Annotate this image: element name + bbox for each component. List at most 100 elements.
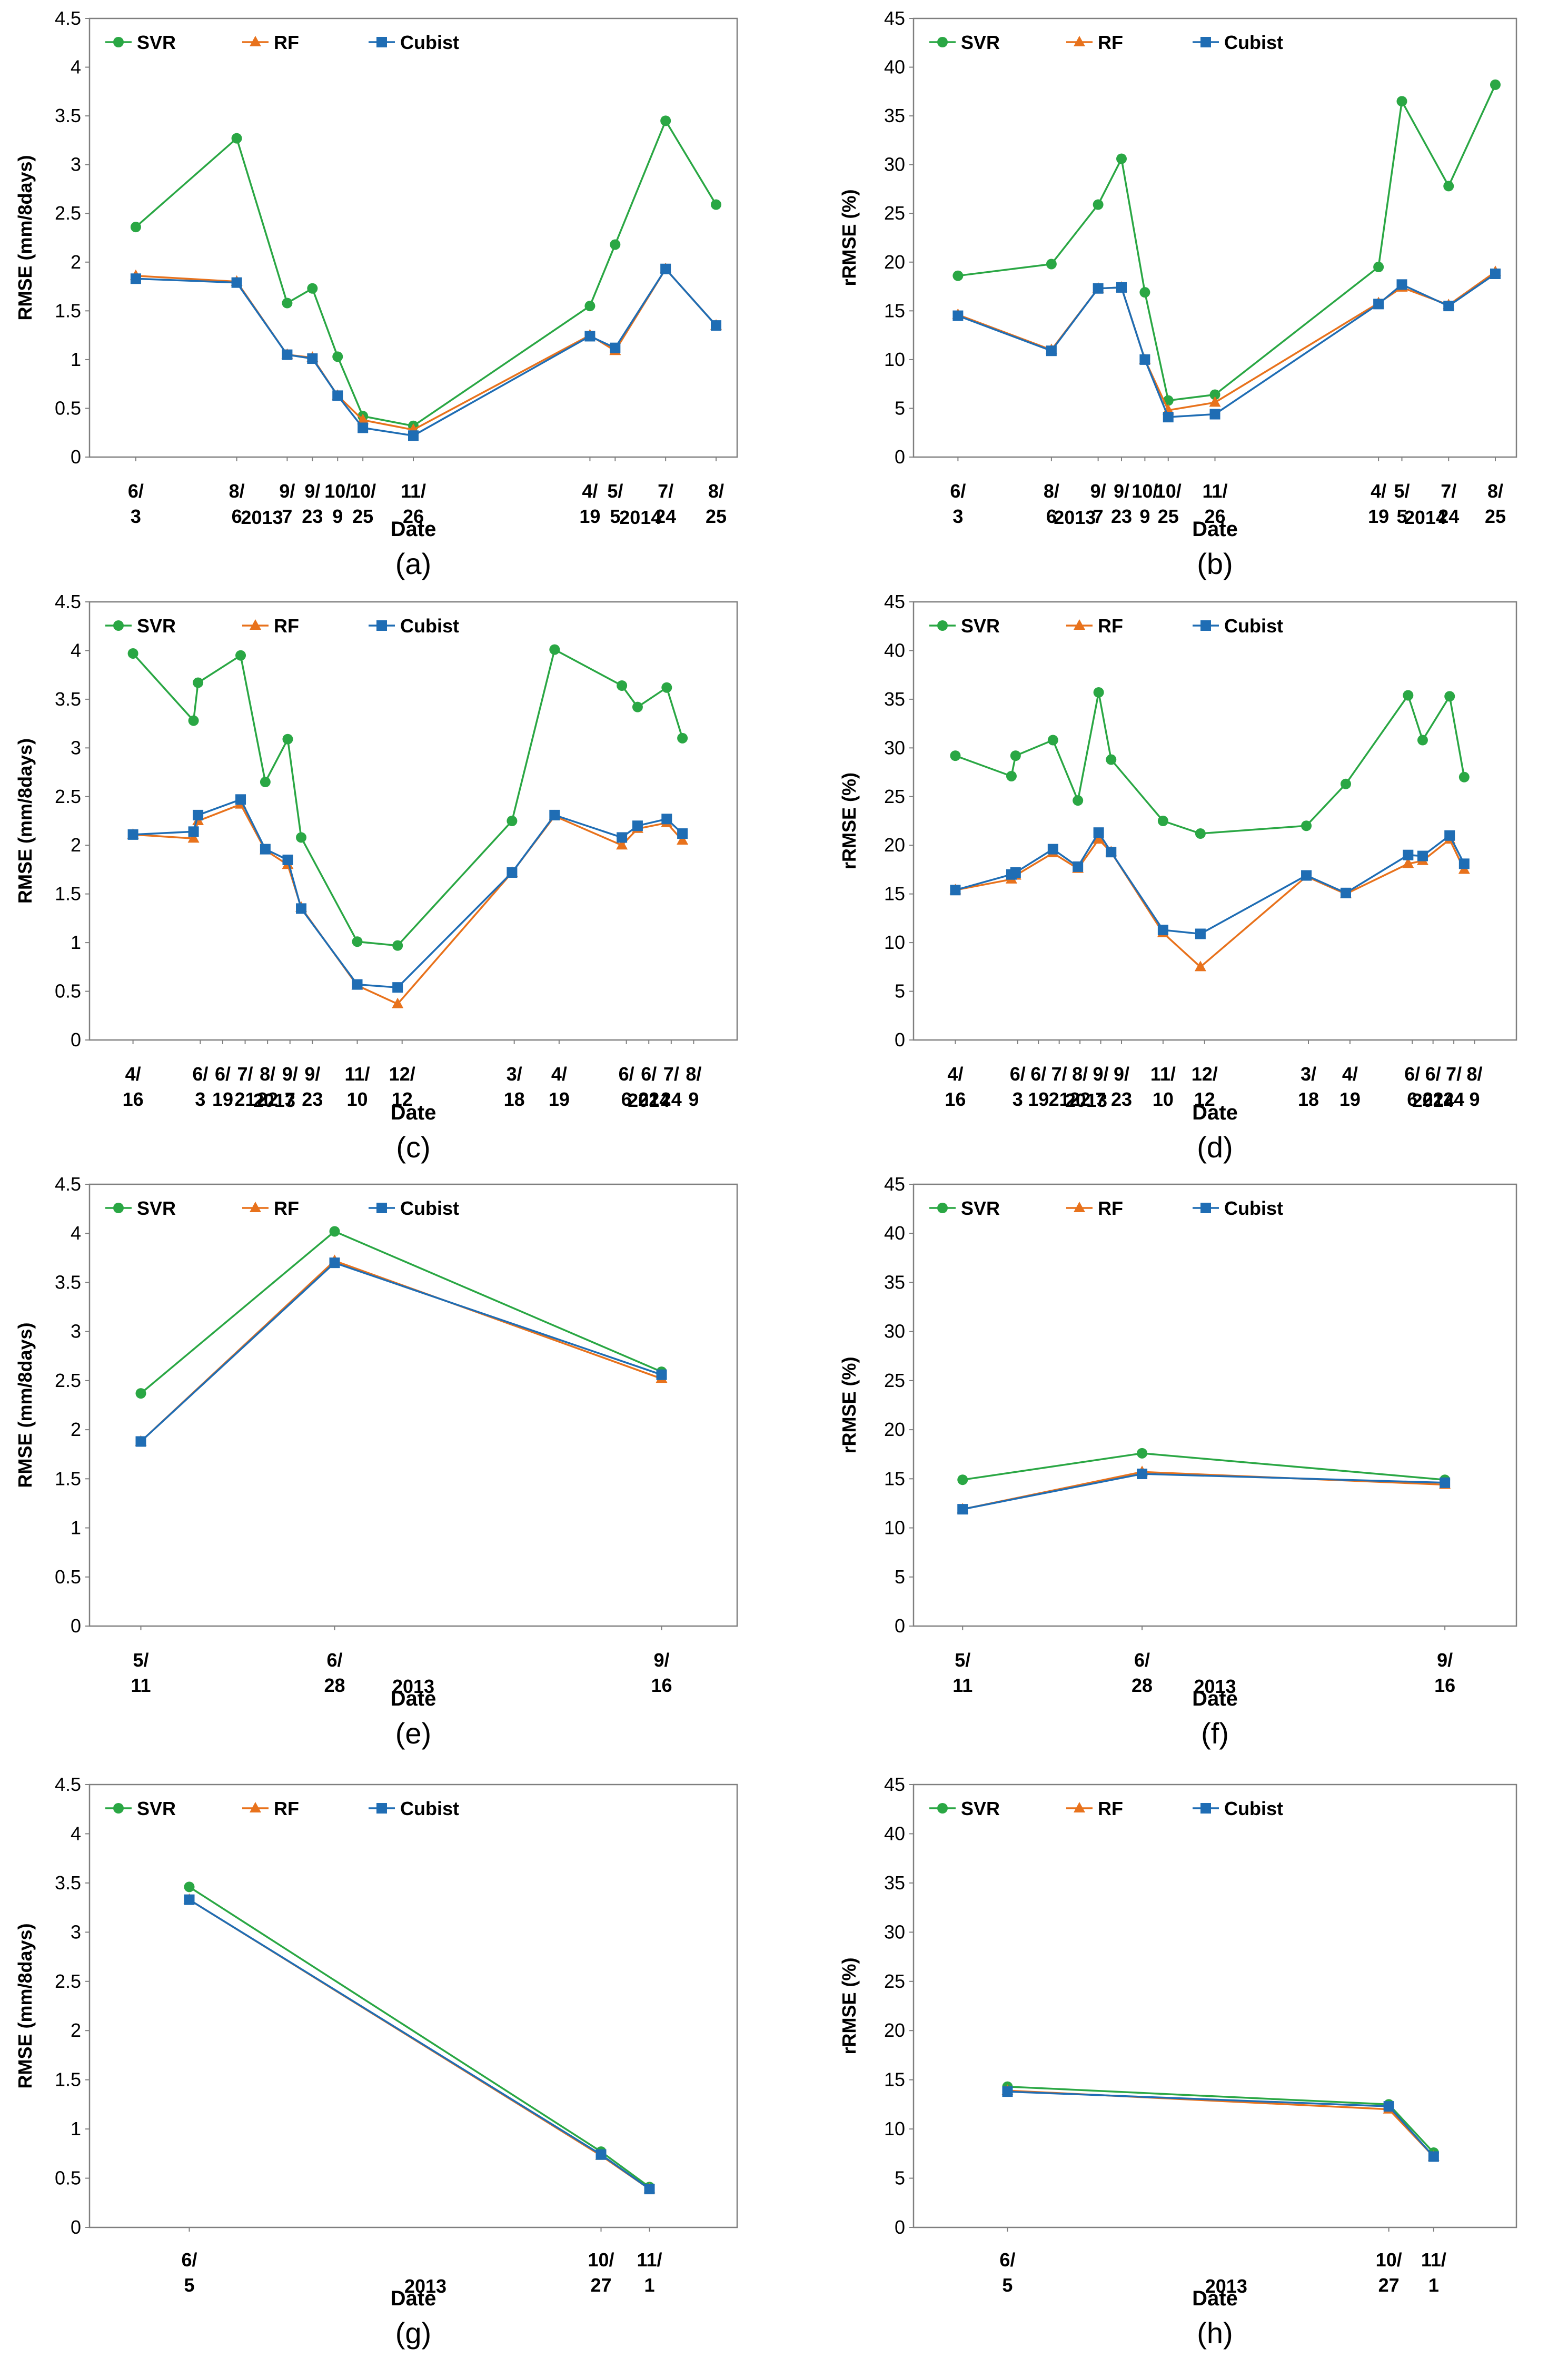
series-line-svr	[132, 648, 683, 947]
x-tick-month: 6/	[215, 1063, 231, 1085]
data-point-svr	[661, 682, 672, 693]
y-tick-label: 35	[884, 1271, 905, 1293]
legend-entry-rf: RF	[1066, 1798, 1123, 1819]
legend-label: Cubist	[400, 615, 459, 637]
data-point-cubist	[1209, 409, 1220, 420]
y-tick-label: 2	[71, 834, 81, 856]
x-tick-month: 7/	[1441, 480, 1456, 502]
data-point-cubist	[656, 1369, 667, 1380]
x-tick-month: 6/	[326, 1649, 342, 1671]
legend-entry-svr: SVR	[105, 1798, 176, 1819]
data-point-cubist	[127, 829, 138, 840]
data-point-cubist	[1116, 282, 1127, 293]
y-tick-label: 0.5	[55, 2167, 81, 2189]
x-tick-month: 7/	[1051, 1063, 1067, 1085]
y-tick-label: 2.5	[55, 1370, 81, 1391]
legend-entry-rf: RF	[1066, 32, 1123, 53]
data-point-svr	[127, 648, 138, 659]
x-tick-month: 10/	[588, 2249, 614, 2271]
plot-frame	[912, 1784, 1517, 2228]
x-tick-month: 6/	[1425, 1063, 1441, 1085]
legend-entry-rf: RF	[1066, 1197, 1123, 1219]
x-tick-month: 6/	[128, 480, 144, 502]
data-point-cubist	[1440, 1477, 1451, 1488]
x-tick-day: 22	[1423, 1088, 1444, 1110]
y-tick-label: 45	[884, 591, 905, 612]
plot-frame	[88, 1784, 738, 2228]
x-tick-month: 8/	[1072, 1063, 1088, 1085]
y-tick-label: 4	[71, 639, 81, 661]
x-tick-month: 11/	[1150, 1063, 1176, 1085]
x-tick-day: 6	[621, 1088, 632, 1110]
year-label: 2014	[1412, 1089, 1454, 1111]
legend-marker	[376, 37, 387, 47]
x-tick-day: 16	[651, 1675, 672, 1696]
y-tick-label: 4	[71, 1822, 81, 1844]
x-tick-month: 9/	[1114, 480, 1129, 502]
y-tick-label: 10	[884, 2118, 905, 2139]
y-tick-label: 5	[895, 397, 905, 419]
data-point-svr	[632, 701, 643, 712]
legend-marker	[250, 1802, 261, 1812]
data-point-rf	[1194, 960, 1206, 972]
legend-marker	[376, 1203, 387, 1213]
y-tick-label: 4.5	[55, 1773, 81, 1795]
plot-frame	[88, 17, 738, 458]
y-tick-label: 45	[884, 1773, 905, 1795]
x-tick-month: 9/	[282, 1063, 298, 1085]
data-point-svr	[1139, 287, 1150, 298]
year-label: 2013	[1205, 2275, 1247, 2297]
x-tick-day: 19	[549, 1088, 570, 1110]
legend-label: Cubist	[1224, 1798, 1283, 1819]
data-point-rf	[677, 834, 689, 845]
plot-frame	[912, 1183, 1517, 1627]
legend-entry-svr: SVR	[929, 32, 1000, 53]
data-point-svr	[660, 115, 671, 126]
legend-entry-rf: RF	[242, 1197, 299, 1219]
data-point-svr	[1396, 96, 1407, 107]
y-tick-label: 4.5	[55, 591, 81, 612]
y-tick-label: 5	[895, 1566, 905, 1588]
data-point-cubist	[1443, 301, 1454, 312]
legend-marker	[113, 37, 124, 47]
x-tick-day: 11	[952, 1675, 972, 1696]
panel-caption: (f)	[1201, 1717, 1229, 1750]
legend-entry-cubist: Cubist	[1193, 1197, 1283, 1219]
data-point-svr	[231, 133, 242, 144]
data-point-rf	[616, 839, 628, 850]
y-tick-label: 3	[71, 1321, 81, 1342]
x-tick-month: 10/	[1155, 480, 1182, 502]
y-tick-label: 10	[884, 932, 905, 953]
data-point-cubist	[1417, 850, 1428, 861]
data-point-cubist	[1047, 844, 1058, 855]
x-tick-day: 24	[1443, 1088, 1464, 1110]
x-tick-day: 18	[1298, 1088, 1319, 1110]
panel-caption: (c)	[396, 1131, 430, 1164]
year-label: 2014	[1404, 507, 1446, 528]
x-tick-month: 6/	[1404, 1063, 1420, 1085]
y-tick-label: 40	[884, 639, 905, 661]
data-point-svr	[584, 301, 596, 312]
x-tick-day: 7	[285, 1088, 295, 1110]
data-point-cubist	[661, 814, 672, 825]
x-tick-day: 18	[504, 1088, 525, 1110]
data-point-rf	[1209, 396, 1221, 407]
series-line-cubist	[133, 798, 683, 989]
x-tick-month: 6/	[950, 480, 966, 502]
x-tick-month: 6/	[999, 2249, 1015, 2271]
data-point-cubist	[329, 1257, 340, 1269]
data-point-svr	[617, 680, 628, 691]
legend-label: RF	[274, 1798, 299, 1819]
x-tick-month: 6/	[1134, 1649, 1150, 1671]
data-point-cubist	[1195, 928, 1206, 939]
x-tick-month: 3/	[507, 1063, 522, 1085]
data-point-cubist	[1046, 345, 1057, 356]
data-point-cubist	[1002, 2086, 1013, 2097]
x-tick-day: 21	[1049, 1088, 1070, 1110]
y-tick-label: 25	[884, 202, 905, 224]
data-point-cubist	[1137, 1469, 1148, 1480]
data-point-cubist	[1373, 299, 1384, 310]
legend-entry-svr: SVR	[105, 1197, 176, 1219]
x-tick-day: 27	[1378, 2274, 1400, 2296]
x-tick-day: 3	[1013, 1088, 1023, 1110]
